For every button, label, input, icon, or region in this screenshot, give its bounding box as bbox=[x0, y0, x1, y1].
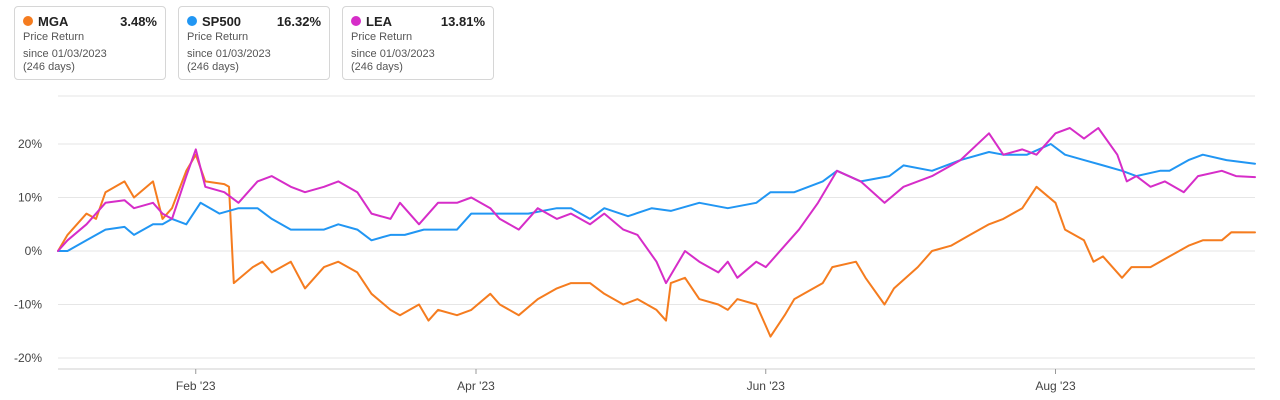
y-tick-label: -10% bbox=[14, 298, 42, 312]
x-tick-label: Feb '23 bbox=[176, 379, 216, 393]
y-tick-label: 10% bbox=[18, 191, 42, 205]
legend-return-value: 13.81% bbox=[440, 13, 485, 29]
legend-card-sp500[interactable]: SP500 16.32% Price Return since 01/03/20… bbox=[178, 6, 330, 80]
legend-since-date: since 01/03/2023 bbox=[23, 48, 107, 60]
x-tick-label: Apr '23 bbox=[457, 379, 495, 393]
legend-return-label: Price Return bbox=[351, 31, 413, 43]
lea-color-dot bbox=[351, 16, 361, 26]
legend-days: (246 days) bbox=[351, 61, 403, 73]
mga-series-line bbox=[57, 153, 1256, 338]
legend-card-lea[interactable]: LEA 13.81% Price Return since 01/03/2023… bbox=[342, 6, 494, 80]
mga-color-dot bbox=[23, 16, 33, 26]
x-tick-label: Aug '23 bbox=[1035, 379, 1076, 393]
x-tick-label: Jun '23 bbox=[747, 379, 786, 393]
legend-return-value: 3.48% bbox=[120, 13, 157, 29]
legend-since-date: since 01/03/2023 bbox=[187, 48, 271, 60]
sp500-series-line bbox=[57, 143, 1256, 252]
legend-row: MGA 3.48% Price Return since 01/03/2023 … bbox=[14, 6, 494, 80]
legend-card-mga[interactable]: MGA 3.48% Price Return since 01/03/2023 … bbox=[14, 6, 166, 80]
lea-series-line bbox=[57, 127, 1256, 285]
legend-return-label: Price Return bbox=[23, 31, 85, 43]
legend-ticker: LEA bbox=[366, 13, 392, 29]
sp500-color-dot bbox=[187, 16, 197, 26]
legend-ticker: SP500 bbox=[202, 13, 242, 29]
legend-days: (246 days) bbox=[23, 61, 75, 73]
y-tick-label: -20% bbox=[14, 351, 42, 365]
y-tick-label: 20% bbox=[18, 137, 42, 151]
y-tick-label: 0% bbox=[25, 244, 43, 258]
legend-days: (246 days) bbox=[187, 61, 239, 73]
legend-since-date: since 01/03/2023 bbox=[351, 48, 435, 60]
legend-return-value: 16.32% bbox=[276, 13, 321, 29]
legend-ticker: MGA bbox=[38, 13, 69, 29]
legend-return-label: Price Return bbox=[187, 31, 249, 43]
